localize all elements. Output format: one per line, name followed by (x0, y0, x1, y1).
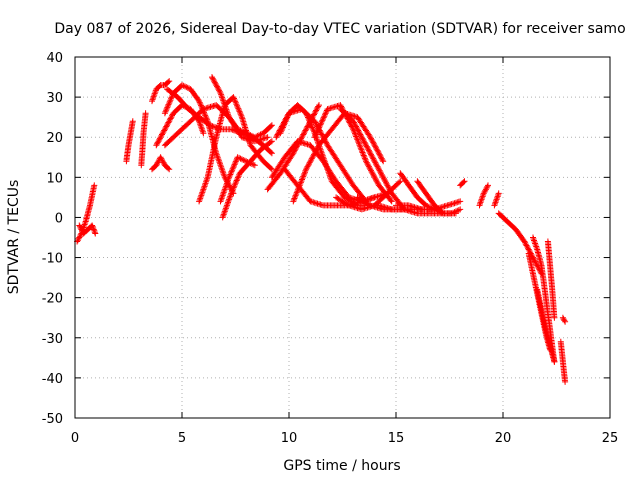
data-point-markers (414, 178, 447, 217)
series-arc-01 (74, 182, 98, 245)
y-tick-label: -50 (42, 412, 63, 427)
x-tick-label: 25 (602, 431, 619, 446)
data-point-markers (337, 106, 408, 213)
data-point-markers (149, 78, 173, 105)
data-point-markers (559, 314, 569, 325)
series-arc-03 (123, 118, 136, 165)
data-point-markers (123, 118, 136, 165)
data-point-markers (153, 102, 207, 149)
series-arc-02 (76, 222, 99, 237)
x-tick-label: 10 (281, 431, 298, 446)
series-arc-28 (414, 178, 447, 217)
series-arc-31 (491, 190, 502, 209)
series-arc-32 (495, 210, 545, 277)
y-tick-label: -20 (42, 292, 63, 307)
series-arc-05 (149, 154, 173, 173)
series-arc-37 (557, 338, 569, 385)
y-axis-title: SDTVAR / TECUs (6, 180, 22, 295)
x-tick-label: 20 (495, 431, 512, 446)
series-arc-06 (149, 78, 173, 105)
y-tick-label: 10 (46, 171, 63, 186)
data-point-markers (476, 182, 491, 209)
y-tick-label: -30 (42, 332, 63, 347)
series-arc-04 (138, 110, 149, 169)
data-point-markers (149, 154, 173, 173)
y-tick-label: -10 (42, 252, 63, 267)
x-tick-label: 5 (178, 431, 186, 446)
x-axis-title: GPS time / hours (283, 458, 400, 474)
x-tick-label: 15 (388, 431, 405, 446)
data-point-markers (544, 238, 558, 321)
chart-title: Day 087 of 2026, Sidereal Day-to-day VTE… (54, 21, 625, 37)
data-point-markers (74, 182, 98, 245)
y-tick-label: 0 (55, 211, 63, 226)
y-tick-label: 20 (46, 131, 63, 146)
series-arc-36 (544, 238, 558, 321)
series-arc-20 (290, 110, 387, 205)
series-arc-07 (153, 102, 207, 149)
data-point-markers (138, 110, 149, 169)
series-arc-12 (209, 74, 275, 141)
data-point-markers (557, 338, 569, 385)
y-tick-label: 40 (46, 51, 63, 66)
series-arc-14 (217, 154, 258, 205)
plot-frame (74, 56, 611, 419)
data-point-markers (534, 286, 558, 365)
series-arc-30 (476, 182, 491, 209)
data-point-markers (209, 74, 275, 141)
x-tick-label: 0 (71, 431, 79, 446)
axis-ticks: 0 5 10 15 20 25 -50 -40 -30 -20 -10 0 10 20 30 40 (42, 51, 619, 446)
plot-area (74, 74, 569, 385)
data-point-markers (217, 154, 258, 205)
y-tick-label: 30 (46, 91, 63, 106)
data-point-markers (290, 110, 387, 205)
series-arc-34 (530, 234, 558, 365)
data-point-markers (491, 190, 502, 209)
series-arc-22 (337, 106, 408, 213)
data-point-markers (457, 178, 468, 189)
series-arc-38 (559, 314, 569, 325)
data-point-markers (495, 210, 545, 277)
data-point-markers (530, 234, 558, 365)
y-tick-label: -40 (42, 372, 63, 387)
series-arc-35 (534, 286, 558, 365)
data-point-markers (76, 222, 99, 237)
series-arc-29 (457, 178, 468, 189)
